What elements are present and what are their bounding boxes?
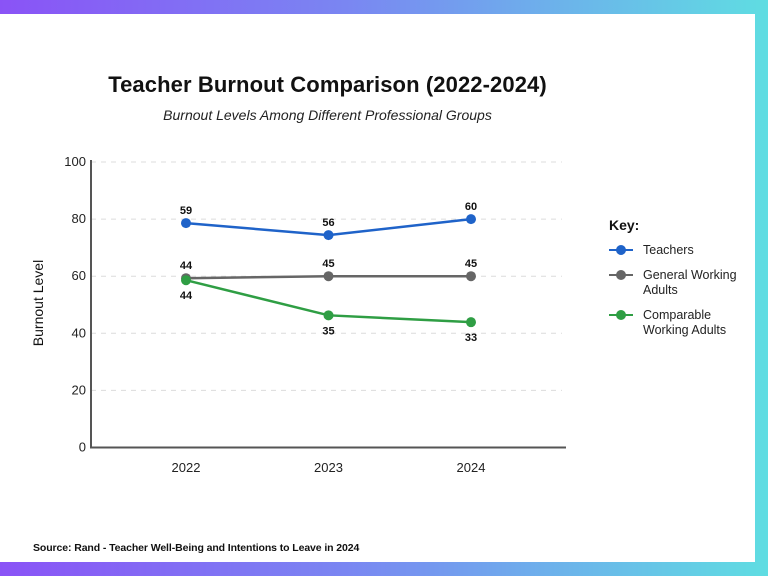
y-tick-label: 80	[72, 211, 86, 226]
y-tick-label: 40	[72, 325, 86, 340]
legend-label: Teachers	[643, 243, 694, 257]
legend-item-general-working-adults[interactable]: General Working Adults	[609, 268, 743, 298]
data-label: 35	[322, 325, 334, 337]
data-label: 44	[180, 290, 193, 302]
data-point[interactable]	[466, 317, 476, 328]
y-tick-label: 20	[72, 382, 86, 397]
legend-line-marker-icon	[609, 308, 633, 322]
y-tick-label: 100	[64, 154, 86, 169]
data-point[interactable]	[323, 271, 334, 282]
data-label: 45	[322, 258, 334, 270]
y-tick-label: 60	[72, 268, 86, 283]
data-point[interactable]	[323, 310, 334, 321]
data-point[interactable]	[181, 275, 191, 286]
x-tick-label: 2023	[314, 460, 343, 475]
x-axis-ticks: 2022 2023 2024	[172, 460, 486, 475]
series-comparable-working-adults: 44 35 33	[180, 275, 477, 344]
data-label: 59	[180, 205, 192, 217]
data-point[interactable]	[323, 230, 334, 241]
x-tick-label: 2022	[172, 460, 201, 475]
data-label: 44	[180, 260, 193, 272]
axes	[90, 160, 566, 449]
legend-item-teachers[interactable]: Teachers	[609, 243, 743, 258]
data-series: 44 45 45 44 35 33 59 56 60	[180, 201, 477, 344]
data-point[interactable]	[466, 214, 476, 225]
data-label: 56	[322, 217, 334, 229]
series-teachers: 59 56 60	[180, 201, 477, 241]
x-tick-label: 2024	[457, 460, 486, 475]
legend-line-marker-icon	[609, 268, 633, 282]
series-general-working-adults: 44 45 45	[180, 258, 477, 284]
data-point[interactable]	[181, 218, 191, 229]
chart-subtitle: Burnout Levels Among Different Professio…	[163, 107, 492, 123]
data-label: 33	[465, 332, 477, 344]
data-label: 45	[465, 258, 477, 270]
data-point[interactable]	[466, 271, 476, 282]
legend: Key: Teachers General Working Adults Compar…	[609, 217, 743, 348]
gridlines	[91, 161, 562, 391]
legend-label: Comparable Working Adults	[643, 308, 727, 337]
y-tick-label: 0	[79, 440, 86, 455]
legend-line-marker-icon	[609, 243, 633, 257]
source-citation: Source: Rand - Teacher Well-Being and In…	[33, 542, 360, 554]
legend-label: General Working Adults	[643, 268, 737, 297]
data-label: 60	[465, 201, 477, 213]
chart-panel	[0, 14, 755, 562]
chart-title: Teacher Burnout Comparison (2022-2024)	[108, 72, 547, 97]
y-axis-ticks: 0 20 40 60 80 100	[64, 154, 86, 455]
legend-title: Key:	[609, 217, 640, 233]
legend-item-comparable-working-adults[interactable]: Comparable Working Adults	[609, 308, 743, 338]
